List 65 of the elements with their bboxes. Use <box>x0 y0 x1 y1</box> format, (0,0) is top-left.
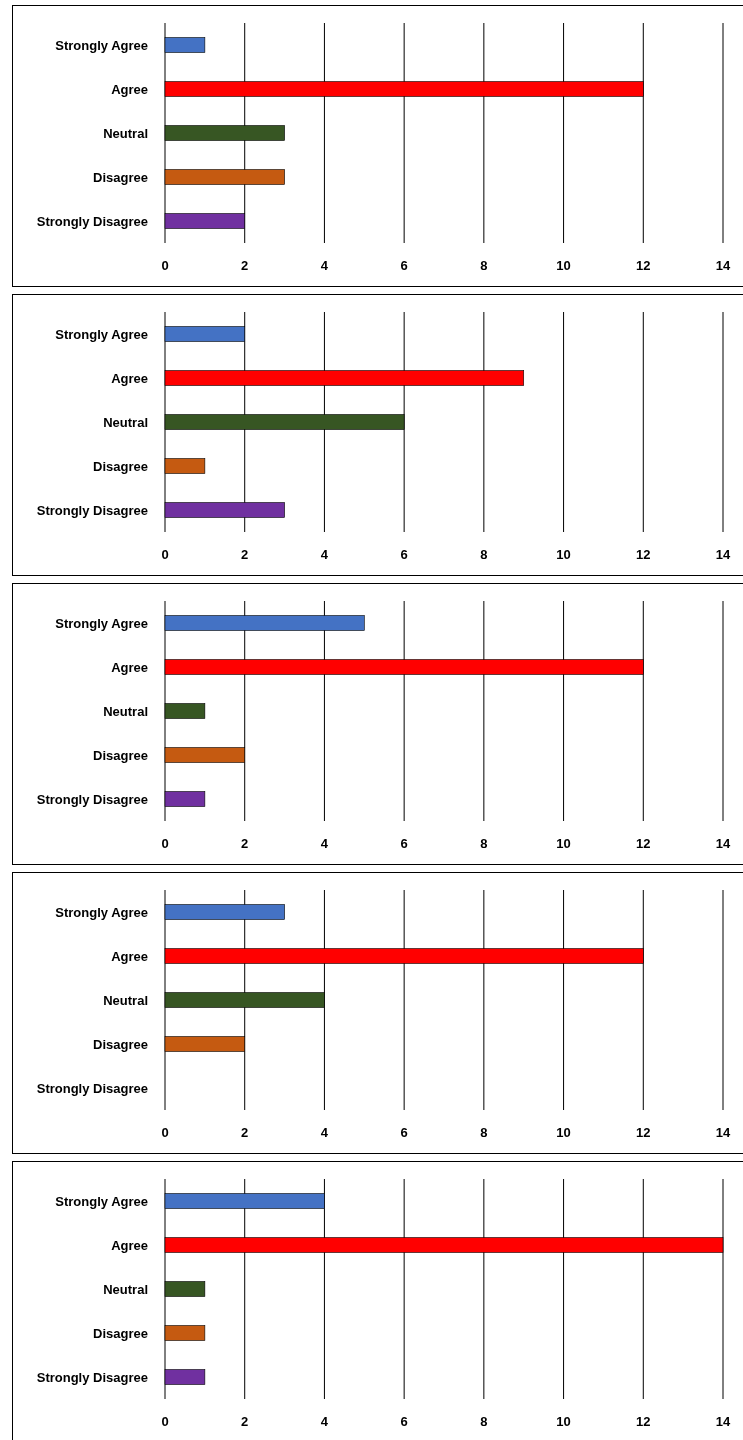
y-tick-label: Agree <box>111 659 148 675</box>
x-tick-label: 0 <box>161 257 169 273</box>
y-tick-label: Strongly Disagree <box>36 1080 148 1096</box>
x-tick-label: 8 <box>480 1413 488 1429</box>
x-tick-label: 2 <box>241 257 249 273</box>
x-tick-label: 14 <box>715 835 731 851</box>
x-tick-label: 14 <box>715 1413 731 1429</box>
x-tick-label: 10 <box>556 546 571 562</box>
x-tick-label: 12 <box>636 1124 651 1140</box>
y-tick-label: Agree <box>111 370 148 386</box>
y-tick-label: Neutral <box>103 992 148 1008</box>
x-tick-label: 2 <box>241 835 249 851</box>
y-tick-label: Strongly Disagree <box>36 1369 148 1385</box>
y-tick-label: Agree <box>111 948 148 964</box>
x-tick-label: 12 <box>636 257 651 273</box>
x-tick-label: 10 <box>556 257 571 273</box>
y-tick-label: Neutral <box>103 1281 148 1297</box>
x-tick-label: 0 <box>161 1124 169 1140</box>
y-tick-label: Strongly Agree <box>55 37 148 53</box>
x-tick-label: 14 <box>715 257 731 273</box>
y-tick-label: Agree <box>111 1237 148 1253</box>
x-tick-label: 4 <box>320 546 329 562</box>
y-tick-label: Neutral <box>103 414 148 430</box>
x-tick-label: 14 <box>715 546 731 562</box>
x-tick-label: 12 <box>636 1413 651 1429</box>
x-tick-label: 6 <box>400 835 408 851</box>
y-tick-label: Disagree <box>93 1325 148 1341</box>
y-tick-label: Strongly Agree <box>55 326 148 342</box>
x-tick-label: 2 <box>241 1413 249 1429</box>
x-tick-label: 8 <box>480 835 488 851</box>
y-tick-label: Disagree <box>93 747 148 763</box>
x-tick-label: 4 <box>320 257 329 273</box>
y-tick-label: Disagree <box>93 1036 148 1052</box>
x-tick-label: 0 <box>161 1413 169 1429</box>
y-tick-label: Strongly Agree <box>55 1193 148 1209</box>
y-tick-label: Strongly Agree <box>55 615 148 631</box>
x-tick-label: 4 <box>320 1124 329 1140</box>
x-tick-label: 4 <box>320 835 329 851</box>
x-tick-label: 6 <box>400 257 408 273</box>
x-tick-label: 8 <box>480 546 488 562</box>
y-tick-label: Neutral <box>103 703 148 719</box>
x-tick-label: 14 <box>715 1124 731 1140</box>
y-tick-label: Disagree <box>93 458 148 474</box>
x-tick-label: 10 <box>556 1413 571 1429</box>
y-tick-label: Strongly Disagree <box>36 502 148 518</box>
x-tick-label: 6 <box>400 1124 408 1140</box>
y-tick-label: Strongly Disagree <box>36 213 148 229</box>
x-tick-label: 10 <box>556 1124 571 1140</box>
x-tick-label: 6 <box>400 546 408 562</box>
x-tick-label: 12 <box>636 835 651 851</box>
y-tick-label: Neutral <box>103 125 148 141</box>
x-tick-label: 10 <box>556 835 571 851</box>
y-tick-label: Strongly Agree <box>55 904 148 920</box>
x-tick-label: 2 <box>241 1124 249 1140</box>
x-tick-label: 0 <box>161 546 169 562</box>
x-tick-label: 8 <box>480 257 488 273</box>
x-tick-label: 4 <box>320 1413 329 1429</box>
x-tick-label: 6 <box>400 1413 408 1429</box>
y-tick-label: Agree <box>111 81 148 97</box>
x-tick-label: 12 <box>636 546 651 562</box>
x-tick-label: 0 <box>161 835 169 851</box>
x-tick-label: 8 <box>480 1124 488 1140</box>
x-tick-label: 2 <box>241 546 249 562</box>
y-tick-label: Strongly Disagree <box>36 791 148 807</box>
y-tick-label: Disagree <box>93 169 148 185</box>
